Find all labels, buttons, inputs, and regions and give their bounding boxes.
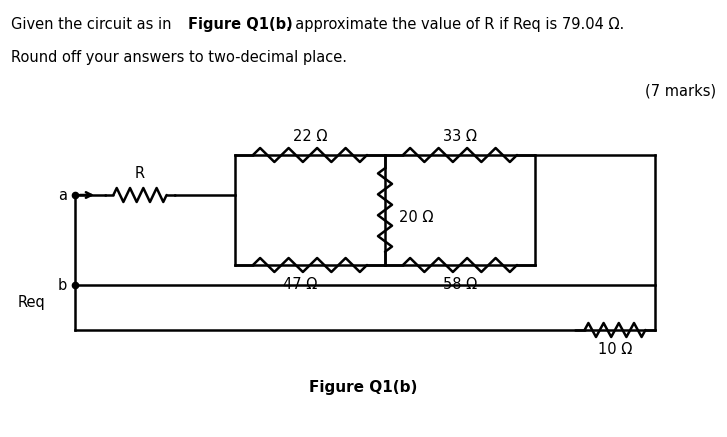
Text: 20 Ω: 20 Ω — [399, 211, 433, 225]
Text: 22 Ω: 22 Ω — [293, 129, 327, 144]
Text: Figure Q1(b): Figure Q1(b) — [188, 17, 292, 32]
Text: Req: Req — [18, 295, 46, 310]
Text: 33 Ω: 33 Ω — [443, 129, 477, 144]
Text: 10 Ω: 10 Ω — [598, 342, 632, 357]
Text: b: b — [57, 277, 67, 292]
Text: Figure Q1(b): Figure Q1(b) — [309, 380, 417, 395]
Text: 47 Ω: 47 Ω — [283, 277, 317, 292]
Text: Round off your answers to two-decimal place.: Round off your answers to two-decimal pl… — [11, 50, 347, 65]
Text: R: R — [135, 166, 145, 181]
Text: (7 marks): (7 marks) — [645, 83, 716, 98]
Text: , approximate the value of R if Req is 79.04 Ω.: , approximate the value of R if Req is 7… — [286, 17, 624, 32]
Text: 58 Ω: 58 Ω — [443, 277, 477, 292]
Text: Given the circuit as in: Given the circuit as in — [11, 17, 176, 32]
Text: a: a — [58, 187, 67, 202]
